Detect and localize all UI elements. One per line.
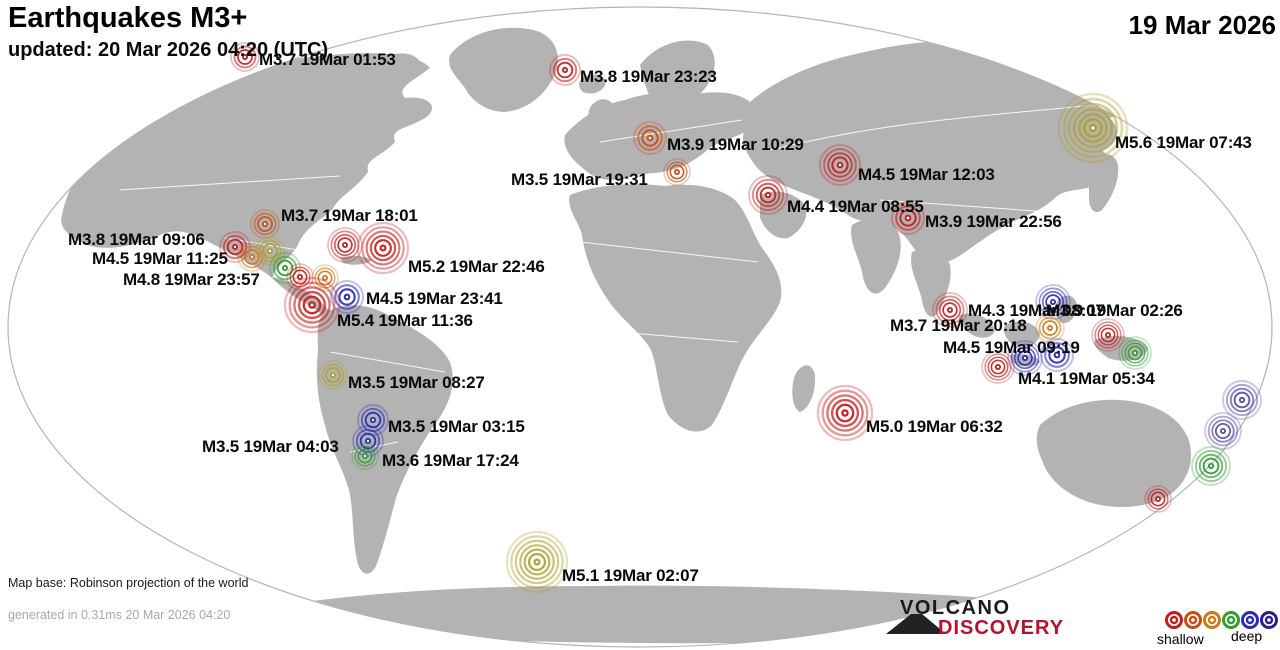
quake-marker[interactable]: [505, 530, 569, 594]
quake-marker[interactable]: [1039, 337, 1075, 373]
island-madagascar: [792, 365, 816, 412]
quake-label: M5.2 19Mar 22:46: [408, 257, 545, 276]
island-new-zealand-south: [1204, 515, 1227, 537]
quake-label: M3.7 19Mar 20:18: [890, 316, 1027, 335]
quake-marker[interactable]: [230, 42, 260, 72]
island-new-zealand-north: [1222, 485, 1244, 513]
volcano-icon: [886, 614, 946, 634]
quake-marker[interactable]: [1118, 336, 1152, 370]
quake-marker[interactable]: [1057, 92, 1129, 164]
continent-asia: [743, 39, 1158, 264]
island-britain: [588, 99, 614, 127]
legend-deep-label: deep: [1231, 628, 1263, 644]
quake-label: M3.9 19Mar 02:26: [1046, 301, 1183, 320]
quake-marker[interactable]: [981, 350, 1015, 384]
quake-label: M4.3 19Mar 08:07: [968, 301, 1105, 320]
quake-label: M3.7 19Mar 01:53: [259, 50, 396, 69]
quake-label: M3.8 19Mar 09:06: [68, 230, 205, 249]
quake-label: M5.4 19Mar 11:36: [337, 311, 473, 330]
quake-marker[interactable]: [1191, 446, 1231, 486]
region-india: [851, 219, 901, 294]
quake-markers-layer: [219, 42, 1262, 594]
island-japan: [1088, 154, 1119, 213]
island-sumatra: [959, 313, 995, 338]
logo-volcano-text: VOLCANO: [900, 597, 1011, 619]
quake-marker[interactable]: [1035, 313, 1065, 343]
quake-marker[interactable]: [1035, 284, 1071, 320]
quake-marker[interactable]: [237, 242, 267, 272]
quake-label: M4.5 19Mar 11:25: [92, 249, 228, 268]
quake-marker[interactable]: [318, 360, 348, 390]
quake-marker[interactable]: [329, 279, 365, 315]
quake-label: M3.5 19Mar 19:31: [511, 170, 648, 189]
continent-australia: [1036, 399, 1192, 508]
quake-label: M3.6 19Mar 17:24: [382, 451, 519, 470]
continent-south-america: [316, 305, 453, 574]
quake-label: M3.5 19Mar 03:15: [388, 417, 525, 436]
quake-marker[interactable]: [1144, 485, 1172, 513]
legend-depth-icon: [1203, 611, 1221, 629]
quake-label: M4.8 19Mar 23:57: [123, 270, 260, 289]
quake-label: M4.1 19Mar 05:34: [1018, 369, 1155, 388]
map-base-note: Map base: Robinson projection of the wor…: [8, 576, 249, 590]
quake-marker[interactable]: [632, 120, 668, 156]
page-title: Earthquakes M3+: [8, 2, 248, 34]
legend-depth-icon: [1165, 611, 1183, 629]
quake-label: M4.5 19Mar 23:41: [366, 289, 503, 308]
generated-note: generated in 0.31ms 20 Mar 2026 04:20: [8, 608, 231, 622]
quake-marker[interactable]: [351, 442, 379, 470]
continent-greenland: [449, 27, 558, 113]
island-arctic-1: [310, 61, 367, 91]
legend-depth-icon: [1260, 611, 1278, 629]
quake-marker[interactable]: [663, 158, 691, 186]
region-scandinavia: [640, 40, 715, 110]
region-arabia: [760, 191, 807, 239]
legend-depth-icon: [1222, 611, 1240, 629]
quake-marker[interactable]: [1222, 380, 1262, 420]
quake-label: M4.4 19Mar 08:55: [787, 197, 924, 216]
quake-label: M3.9 19Mar 10:29: [667, 135, 804, 154]
quake-marker[interactable]: [890, 200, 926, 236]
updated-timestamp: updated: 20 Mar 2026 04:20 (UTC): [8, 39, 329, 61]
island-iceland: [579, 74, 606, 94]
logo-discovery-text: DISCOVERY: [938, 617, 1065, 639]
quake-label: M5.1 19Mar 02:07: [562, 566, 699, 585]
quake-marker[interactable]: [1091, 318, 1125, 352]
legend-shallow-label: shallow: [1157, 631, 1204, 647]
continent-africa: [569, 184, 782, 432]
quake-label: M4.5 19Mar 09:19: [943, 338, 1080, 357]
quake-label: M5.6 19Mar 07:43: [1115, 133, 1252, 152]
depth-legend: shallow deep: [1157, 609, 1280, 649]
quake-marker[interactable]: [932, 292, 968, 328]
island-arctic-2: [378, 53, 420, 78]
quake-marker[interactable]: [748, 175, 788, 215]
quake-marker[interactable]: [250, 209, 280, 239]
volcano-discovery-logo: VOLCANO DISCOVERY: [884, 597, 1063, 643]
legend-depth-icon: [1184, 611, 1202, 629]
island-borneo: [1003, 321, 1040, 347]
quake-marker[interactable]: [1204, 412, 1242, 450]
quake-marker[interactable]: [816, 384, 874, 442]
quake-marker[interactable]: [549, 54, 581, 86]
quake-label: M3.7 19Mar 18:01: [281, 206, 418, 225]
quake-marker[interactable]: [286, 263, 314, 291]
quake-label: M4.5 19Mar 12:03: [858, 165, 995, 184]
quake-label: M5.0 19Mar 06:32: [866, 417, 1003, 436]
quake-label: M3.8 19Mar 23:23: [580, 67, 717, 86]
quake-label: M3.9 19Mar 22:56: [925, 212, 1062, 231]
map-date: 19 Mar 2026: [1128, 10, 1276, 40]
quake-marker[interactable]: [255, 236, 285, 266]
quake-marker[interactable]: [352, 425, 384, 457]
legend-depth-icon: [1241, 611, 1259, 629]
quake-marker[interactable]: [356, 221, 410, 275]
quake-marker[interactable]: [818, 143, 862, 187]
quake-marker[interactable]: [327, 227, 363, 263]
quake-label: M3.5 19Mar 04:03: [202, 437, 339, 456]
quake-label: M3.5 19Mar 08:27: [348, 373, 485, 392]
quake-marker[interactable]: [311, 264, 339, 292]
